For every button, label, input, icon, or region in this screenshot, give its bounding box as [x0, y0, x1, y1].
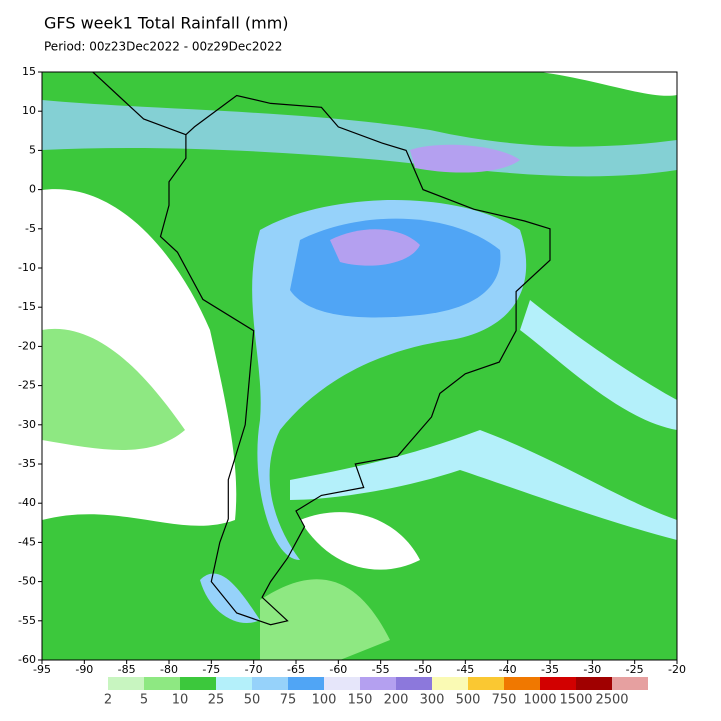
lat-tick-label: -40	[18, 496, 36, 509]
lon-tick-label: -95	[33, 663, 51, 676]
lon-tick-label: -90	[75, 663, 93, 676]
legend-label: 1500	[559, 693, 592, 708]
coastline	[92, 72, 551, 626]
legend-label: 2500	[595, 693, 628, 708]
legend-swatch	[216, 677, 252, 690]
lon-tick-label: -30	[583, 663, 601, 676]
legend-label: 25	[208, 693, 225, 708]
legend-label: 150	[348, 693, 373, 708]
lon-tick-label: -65	[287, 663, 305, 676]
map-frame	[41, 71, 678, 661]
lat-tick-label: -30	[18, 418, 36, 431]
lat-tick-label: -10	[18, 261, 36, 274]
lon-tick-label: -45	[456, 663, 474, 676]
lon-tick-label: -40	[499, 663, 517, 676]
lon-tick-label: -60	[329, 663, 347, 676]
lat-tick-label: -20	[18, 339, 36, 352]
lon-tick-label: -75	[202, 663, 220, 676]
lon-tick-label: -70	[245, 663, 263, 676]
legend-swatch	[504, 677, 540, 690]
legend-swatch	[144, 677, 180, 690]
legend-label: 1000	[523, 693, 556, 708]
legend-label: 100	[312, 693, 337, 708]
legend-swatch	[180, 677, 216, 690]
lat-tick-label: -15	[18, 300, 36, 313]
legend-swatch	[108, 677, 144, 690]
lon-tick-label: -35	[541, 663, 559, 676]
rainfall-field	[42, 72, 677, 660]
legend-swatch	[576, 677, 612, 690]
legend-swatch	[252, 677, 288, 690]
lat-tick-label: 5	[29, 143, 36, 156]
legend-swatch	[540, 677, 576, 690]
lat-tick-label: -25	[18, 379, 36, 392]
legend-label: 300	[420, 693, 445, 708]
legend-label: 500	[456, 693, 481, 708]
legend-swatch	[468, 677, 504, 690]
lon-tick-label: -50	[414, 663, 432, 676]
lat-tick-label: -55	[18, 614, 36, 627]
lat-tick-label: -60	[18, 653, 36, 666]
lon-tick-label: -55	[372, 663, 390, 676]
legend-label: 75	[280, 693, 297, 708]
legend-swatch	[360, 677, 396, 690]
lat-tick-label: -50	[18, 575, 36, 588]
legend-label: 50	[244, 693, 261, 708]
lon-tick-label: -20	[668, 663, 686, 676]
legend-swatch	[612, 677, 648, 690]
lat-tick-label: 0	[29, 183, 36, 196]
legend-label: 200	[384, 693, 409, 708]
lat-tick-label: -35	[18, 457, 36, 470]
legend-swatch	[324, 677, 360, 690]
legend-label: 2	[104, 693, 112, 708]
subtitle: Period: 00z23Dec2022 - 00z29Dec2022	[44, 40, 282, 54]
legend-label: 750	[492, 693, 517, 708]
lon-tick-label: -25	[626, 663, 644, 676]
title: GFS week1 Total Rainfall (mm)	[44, 14, 289, 33]
lat-tick-label: -45	[18, 535, 36, 548]
legend-label: 10	[172, 693, 189, 708]
legend-swatch	[396, 677, 432, 690]
lat-tick-label: -5	[25, 222, 36, 235]
legend-swatch	[432, 677, 468, 690]
legend-swatch	[288, 677, 324, 690]
lon-tick-label: -80	[160, 663, 178, 676]
lat-tick-label: 10	[22, 104, 36, 117]
lon-tick-label: -85	[118, 663, 136, 676]
legend-label: 5	[140, 693, 148, 708]
lat-tick-label: 15	[22, 65, 36, 78]
